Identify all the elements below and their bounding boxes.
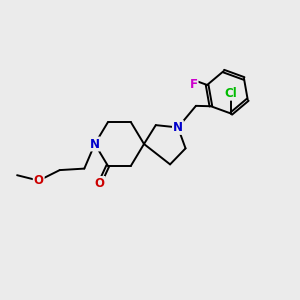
Text: F: F <box>190 78 198 91</box>
Text: Cl: Cl <box>225 87 238 100</box>
Text: O: O <box>95 177 105 190</box>
Text: N: N <box>173 121 183 134</box>
Text: N: N <box>90 137 100 151</box>
Text: O: O <box>34 174 44 187</box>
